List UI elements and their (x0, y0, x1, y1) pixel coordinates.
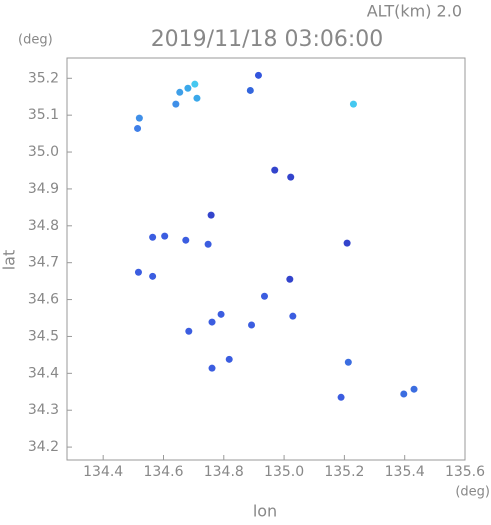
echo (207, 211, 215, 219)
echo (410, 385, 418, 393)
plot-frame (66, 57, 466, 461)
echo (349, 100, 357, 108)
echo (400, 390, 408, 398)
x-tick-label: 135.0 (264, 464, 304, 480)
echo (182, 236, 190, 244)
y-tick-label: 34.6 (28, 292, 59, 308)
echo (193, 94, 201, 102)
echo (260, 292, 268, 300)
echo (176, 88, 184, 96)
echo (225, 355, 233, 363)
echo (204, 240, 212, 248)
echo (134, 124, 142, 132)
echo (149, 272, 157, 280)
y-tick-label: 34.3 (28, 402, 59, 418)
x-axis-label: lon (253, 502, 277, 521)
y-tick-label: 34.9 (28, 181, 59, 197)
y-unit: (deg) (18, 33, 53, 48)
echo (337, 393, 345, 401)
echo (287, 173, 295, 181)
x-tick-label: 135.2 (324, 464, 364, 480)
echo (134, 268, 142, 276)
echo (185, 327, 193, 335)
y-tick-label: 34.2 (28, 439, 59, 455)
echo (161, 232, 169, 240)
echo (184, 84, 192, 92)
y-tick-label: 35.0 (28, 144, 59, 160)
echo (289, 312, 297, 320)
x-tick-label: 134.4 (83, 464, 123, 480)
x-tick-label: 135.6 (445, 464, 485, 480)
echo (248, 321, 256, 329)
echo (343, 239, 351, 247)
echo (149, 233, 157, 241)
echo (208, 318, 216, 326)
y-axis-label: lat (0, 250, 19, 271)
y-tick-label: 34.4 (28, 365, 59, 381)
x-unit: (deg) (455, 485, 490, 500)
y-tick-label: 34.7 (28, 255, 59, 271)
altitude-label: ALT(km) 2.0 (367, 2, 462, 21)
echo (208, 364, 216, 372)
y-tick-label: 35.2 (28, 70, 59, 86)
x-tick-label: 135.4 (385, 464, 425, 480)
echo (191, 80, 199, 88)
echo (217, 310, 225, 318)
y-tick-label: 34.8 (28, 218, 59, 234)
y-tick-label: 35.1 (28, 107, 59, 123)
y-tick-label: 34.5 (28, 328, 59, 344)
x-tick-label: 134.6 (143, 464, 183, 480)
echo (271, 166, 279, 174)
echo (254, 71, 262, 79)
echo (344, 358, 352, 366)
chart-title: 2019/11/18 03:06:00 (151, 27, 384, 52)
echo (172, 100, 180, 108)
echo (286, 275, 294, 283)
echo (135, 114, 143, 122)
x-tick-label: 134.8 (204, 464, 244, 480)
echo (246, 86, 254, 94)
